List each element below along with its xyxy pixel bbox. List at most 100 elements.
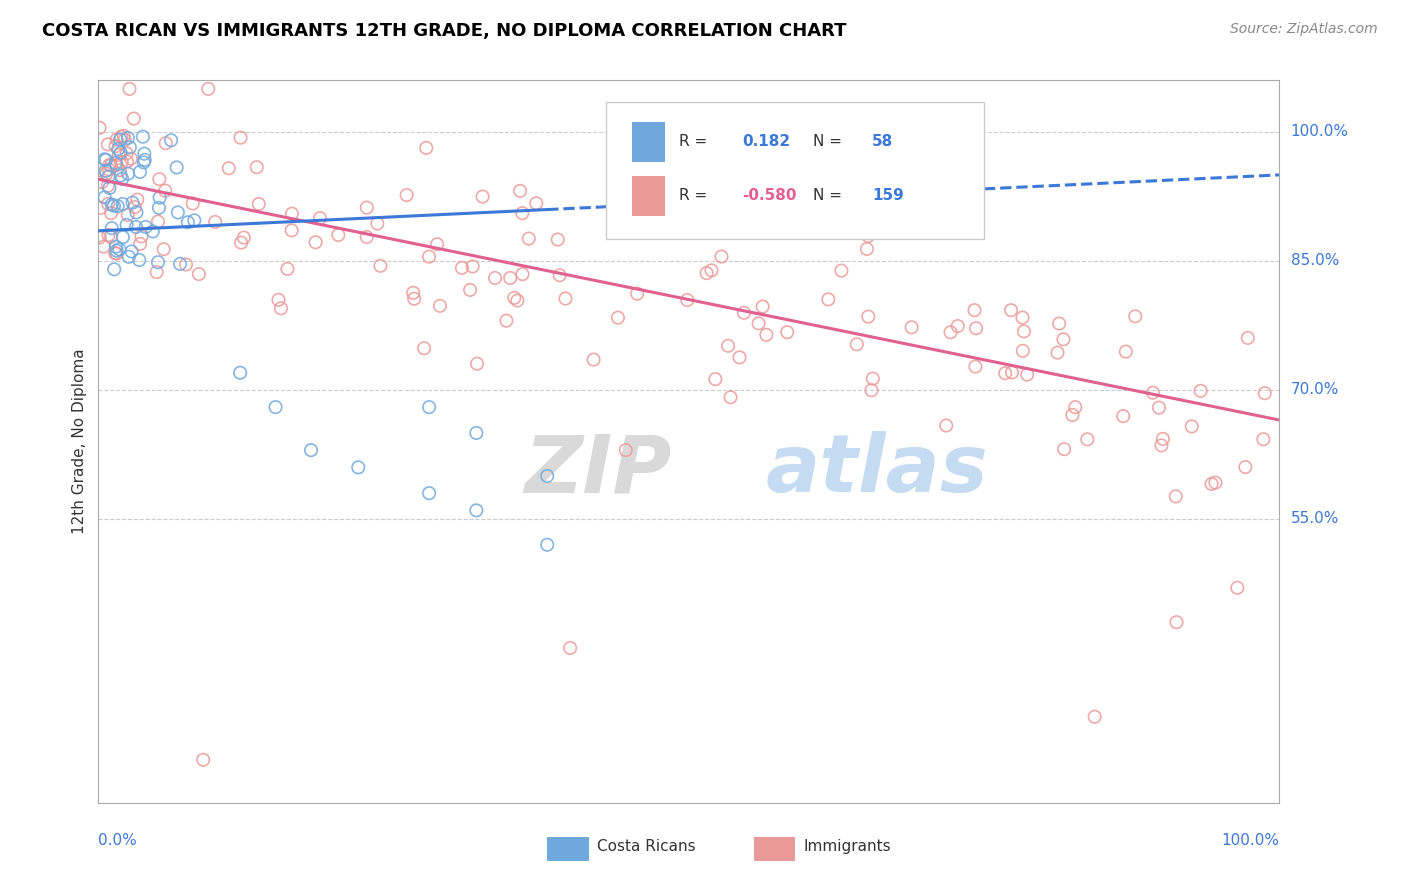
Point bbox=[110, 132, 132, 146]
Point bbox=[1046, 345, 1069, 359]
Text: 85.0%: 85.0% bbox=[1291, 253, 1339, 268]
Point bbox=[402, 285, 425, 300]
Point bbox=[614, 443, 637, 458]
Text: 159: 159 bbox=[872, 188, 904, 203]
Point bbox=[122, 112, 145, 126]
Point bbox=[484, 271, 506, 285]
Point bbox=[264, 400, 287, 414]
Point bbox=[204, 215, 226, 229]
Point bbox=[125, 205, 148, 219]
Point bbox=[356, 230, 378, 244]
Point bbox=[946, 319, 969, 334]
Point bbox=[1164, 490, 1187, 504]
Point bbox=[118, 82, 141, 96]
Point bbox=[465, 425, 488, 440]
Point bbox=[111, 230, 134, 244]
Point bbox=[1000, 303, 1022, 318]
Point bbox=[229, 366, 252, 380]
Point bbox=[1204, 475, 1226, 490]
Point bbox=[160, 133, 183, 147]
Point bbox=[1147, 401, 1170, 415]
FancyBboxPatch shape bbox=[633, 122, 665, 161]
Point bbox=[132, 129, 155, 144]
Point bbox=[246, 160, 269, 174]
Point bbox=[97, 197, 120, 211]
Point bbox=[939, 326, 962, 340]
Point bbox=[1142, 385, 1164, 400]
Point bbox=[155, 184, 177, 198]
Point bbox=[935, 418, 957, 433]
Point bbox=[97, 137, 120, 152]
Point bbox=[429, 299, 451, 313]
Point bbox=[281, 207, 304, 221]
Point bbox=[755, 327, 778, 342]
Text: COSTA RICAN VS IMMIGRANTS 12TH GRADE, NO DIPLOMA CORRELATION CHART: COSTA RICAN VS IMMIGRANTS 12TH GRADE, NO… bbox=[42, 22, 846, 40]
Point bbox=[418, 400, 440, 414]
Point bbox=[142, 224, 165, 238]
Point bbox=[117, 208, 139, 222]
Point bbox=[100, 221, 122, 235]
Point bbox=[1123, 310, 1146, 324]
Point bbox=[506, 293, 529, 308]
Point bbox=[963, 303, 986, 318]
Point bbox=[104, 246, 127, 260]
Point bbox=[510, 206, 533, 220]
Point bbox=[105, 132, 128, 146]
Text: 70.0%: 70.0% bbox=[1291, 383, 1339, 398]
Point bbox=[1047, 317, 1070, 331]
Point bbox=[1254, 386, 1277, 401]
Point bbox=[1150, 438, 1173, 452]
Point bbox=[347, 460, 370, 475]
Point bbox=[100, 158, 122, 172]
Point bbox=[97, 169, 120, 184]
Point bbox=[304, 235, 326, 250]
Point bbox=[426, 237, 449, 252]
Point bbox=[547, 233, 569, 247]
Point bbox=[105, 246, 128, 260]
Point bbox=[395, 188, 418, 202]
Point bbox=[267, 293, 290, 307]
Point bbox=[1181, 419, 1204, 434]
Point bbox=[104, 156, 127, 170]
Point bbox=[536, 538, 558, 552]
Point bbox=[111, 155, 134, 169]
Point bbox=[748, 317, 770, 331]
Point bbox=[218, 161, 240, 176]
Point bbox=[495, 313, 517, 327]
Point bbox=[110, 169, 132, 183]
Point bbox=[229, 130, 252, 145]
Point bbox=[167, 205, 190, 219]
Point bbox=[94, 163, 117, 178]
Point bbox=[356, 201, 378, 215]
Point bbox=[181, 196, 204, 211]
Point bbox=[100, 229, 122, 244]
Point bbox=[229, 235, 252, 250]
Point bbox=[193, 753, 215, 767]
Point bbox=[128, 252, 150, 267]
Point bbox=[131, 229, 153, 244]
Point bbox=[558, 640, 581, 655]
Text: atlas: atlas bbox=[766, 432, 988, 509]
Point bbox=[117, 167, 139, 181]
Point bbox=[512, 267, 534, 281]
Point bbox=[169, 257, 191, 271]
Point bbox=[309, 211, 332, 226]
Point bbox=[145, 265, 167, 279]
Text: Immigrants: Immigrants bbox=[803, 838, 891, 854]
Point bbox=[965, 359, 987, 374]
FancyBboxPatch shape bbox=[754, 838, 796, 861]
FancyBboxPatch shape bbox=[606, 102, 984, 239]
Point bbox=[111, 197, 134, 211]
Point bbox=[458, 283, 481, 297]
Y-axis label: 12th Grade, No Diploma: 12th Grade, No Diploma bbox=[72, 349, 87, 534]
Point bbox=[97, 178, 120, 193]
Point bbox=[1017, 368, 1039, 382]
Point bbox=[94, 153, 117, 167]
Point bbox=[124, 200, 146, 214]
Point bbox=[104, 240, 127, 254]
Point bbox=[817, 293, 839, 307]
Point bbox=[1084, 710, 1107, 724]
Point bbox=[97, 162, 120, 177]
Point bbox=[149, 191, 172, 205]
Point bbox=[125, 220, 148, 235]
